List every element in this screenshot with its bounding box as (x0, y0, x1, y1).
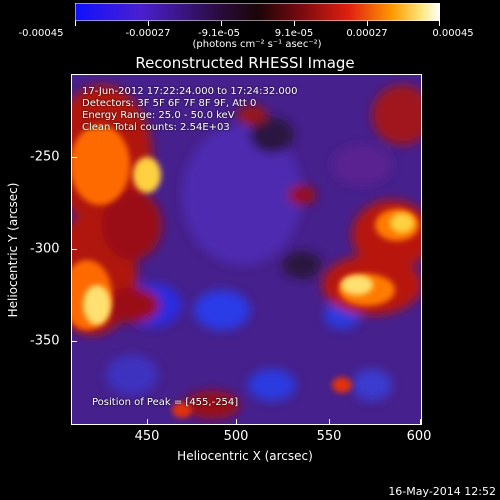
time-range-annotation: 17-Jun-2012 17:22:24.000 to 17:24:32.000 (82, 86, 298, 97)
clean-annotation: Clean Total counts: 2.54E+03 (82, 122, 230, 133)
y-tick (71, 157, 77, 158)
colorbar-tick-label: -9.1e-05 (198, 28, 240, 39)
x-tick (147, 419, 148, 425)
colorbar-tick (221, 21, 222, 26)
x-tick (236, 419, 237, 425)
colorbar-units: (photons cm⁻² s⁻¹ asec⁻²) (192, 39, 322, 50)
x-tick-label: 450 (134, 429, 160, 444)
y-tick (71, 341, 77, 342)
colorbar-tick-label: 0.00045 (432, 28, 474, 39)
y-tick-label: -250 (30, 149, 60, 165)
heatmap-image (72, 75, 421, 424)
image-plot (71, 74, 422, 425)
y-axis-label: Heliocentric Y (arcsec) (6, 182, 20, 318)
detectors-annotation: Detectors: 3F 5F 6F 7F 8F 9F, Att 0 (82, 98, 257, 109)
colorbar-tick (75, 21, 76, 26)
x-tick-label: 600 (406, 429, 432, 444)
energy-annotation: Energy Range: 25.0 - 50.0 keV (82, 110, 235, 121)
x-tick (329, 419, 330, 425)
y-tick (71, 249, 77, 250)
x-tick-label: 550 (316, 429, 342, 444)
colorbar (74, 2, 441, 22)
colorbar-tick (367, 21, 368, 26)
colorbar-gradient (74, 2, 441, 22)
x-tick-label: 500 (223, 429, 249, 444)
colorbar-tick-label: 0.00027 (346, 28, 388, 39)
colorbar-tick-label: 9.1e-05 (274, 28, 314, 39)
colorbar-tick (148, 21, 149, 26)
x-tick (420, 419, 421, 425)
footer-date: 16-May-2014 12:52 (388, 485, 496, 498)
peak-annotation: Position of Peak = [455,-254] (92, 397, 239, 408)
colorbar-ticks (75, 21, 440, 27)
colorbar-tick (439, 21, 440, 26)
plot-title: Reconstructed RHESSI Image (135, 54, 355, 72)
x-axis-label: Heliocentric X (arcsec) (177, 449, 313, 463)
colorbar-tick-label: -0.00045 (18, 28, 64, 39)
y-tick-label: -300 (30, 241, 60, 257)
colorbar-tick (294, 21, 295, 26)
colorbar-tick-label: -0.00027 (125, 28, 171, 39)
y-tick-label: -350 (30, 333, 60, 349)
